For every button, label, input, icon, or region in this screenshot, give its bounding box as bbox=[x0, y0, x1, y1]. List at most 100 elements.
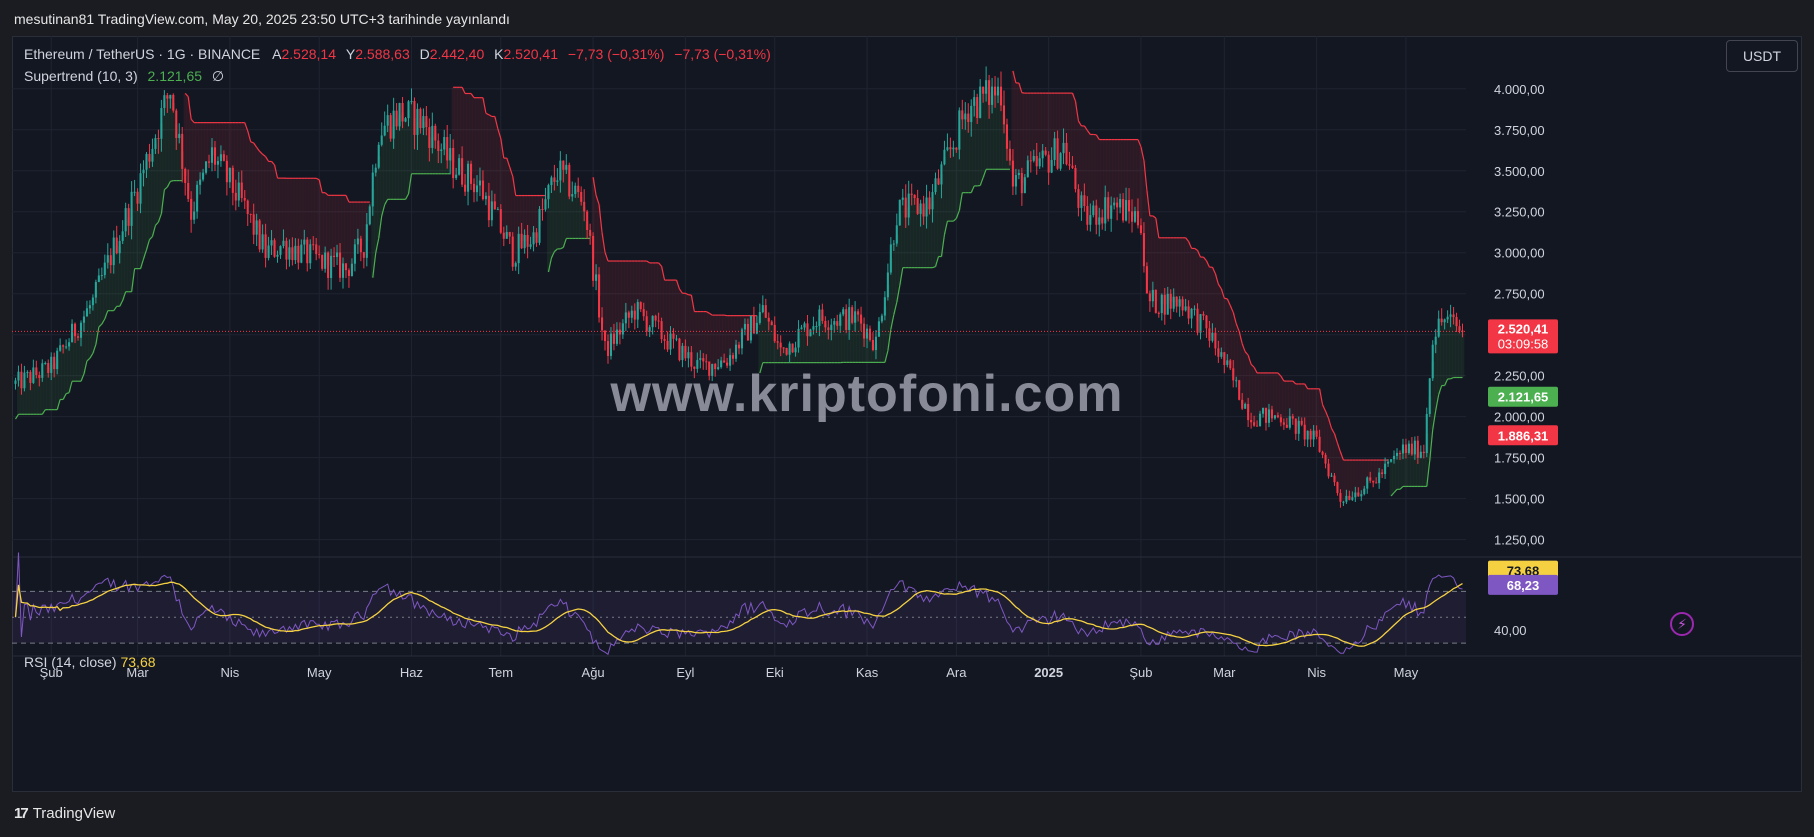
supertrend-fill bbox=[785, 351, 789, 363]
supertrend-segment bbox=[497, 128, 502, 139]
supertrend-fill bbox=[243, 122, 247, 200]
supertrend-fill bbox=[1118, 139, 1122, 204]
supertrend-segment bbox=[104, 310, 109, 320]
supertrend-segment bbox=[512, 176, 517, 196]
supertrend-fill bbox=[433, 133, 438, 174]
supertrend-fill bbox=[1139, 146, 1143, 230]
supertrend-fill bbox=[281, 178, 286, 244]
supertrend-fill bbox=[1014, 82, 1018, 181]
supertrend-fill bbox=[1154, 218, 1158, 302]
candle-body bbox=[982, 86, 985, 94]
candle-body bbox=[901, 197, 904, 200]
supertrend-segment bbox=[1322, 404, 1327, 412]
candle-body bbox=[1351, 497, 1354, 500]
candle-body bbox=[499, 209, 502, 233]
candle-body bbox=[812, 326, 815, 330]
symbol-title[interactable]: Ethereum / TetherUS · 1G · BINANCE bbox=[24, 46, 261, 62]
supertrend-fill bbox=[183, 93, 187, 176]
candle-body bbox=[1056, 138, 1059, 169]
candle-body bbox=[258, 220, 261, 250]
candle-body bbox=[341, 263, 345, 278]
candles bbox=[14, 66, 1464, 508]
supertrend-fill bbox=[127, 216, 131, 292]
publish-bar: mesutinan81 TradingView.com, May 20, 202… bbox=[0, 0, 1814, 36]
candle-body bbox=[788, 343, 791, 355]
supertrend-fill bbox=[987, 92, 991, 170]
supertrend-fill bbox=[630, 261, 634, 315]
candle-body bbox=[336, 252, 339, 258]
candle-body bbox=[1345, 495, 1348, 502]
candle-body bbox=[737, 344, 741, 349]
supertrend-fill bbox=[28, 377, 33, 415]
supertrend-segment bbox=[1137, 139, 1142, 148]
candle-body bbox=[68, 342, 71, 347]
candle-body bbox=[860, 314, 863, 324]
supertrend-fill bbox=[948, 148, 953, 222]
supertrend-segment bbox=[1071, 92, 1077, 102]
candle-body bbox=[526, 234, 529, 247]
supertrend-fill bbox=[800, 328, 804, 363]
tradingview-logo[interactable]: 17 TradingView bbox=[14, 805, 115, 822]
price-tick-label: 1.250,00 bbox=[1494, 533, 1545, 548]
supertrend-fill bbox=[1181, 237, 1185, 305]
candle-body bbox=[708, 361, 711, 376]
supertrend-segment bbox=[145, 239, 151, 250]
rsi-value: 73,68 bbox=[120, 654, 156, 670]
candle-body bbox=[1461, 330, 1464, 332]
rsi-pane: 40,00 bbox=[12, 552, 1527, 656]
supertrend-segment bbox=[955, 210, 960, 219]
supertrend-fill bbox=[567, 180, 572, 239]
candle-body bbox=[410, 101, 413, 103]
candle-body bbox=[1077, 189, 1080, 208]
candle-body bbox=[118, 240, 121, 254]
supertrend-fill bbox=[1237, 331, 1241, 391]
candle-body bbox=[202, 172, 205, 180]
candle-body bbox=[1178, 299, 1181, 307]
supertrend-segment bbox=[384, 199, 389, 206]
candle-body bbox=[14, 380, 17, 384]
candle-body bbox=[297, 245, 300, 263]
candle-body bbox=[246, 200, 249, 214]
supertrend-fill bbox=[407, 109, 411, 194]
candle-body bbox=[434, 125, 437, 141]
candle-body bbox=[592, 235, 595, 281]
supertrend-segment bbox=[1438, 385, 1443, 395]
supertrend-fill bbox=[329, 195, 333, 267]
supertrend-fill bbox=[278, 178, 283, 251]
currency-button[interactable]: USDT bbox=[1726, 40, 1798, 72]
supertrend-fill bbox=[615, 261, 619, 337]
candle-body bbox=[672, 333, 675, 339]
candle-body bbox=[1413, 440, 1416, 455]
candle-body bbox=[496, 209, 499, 211]
supertrend-down-badge: 1.886,31 bbox=[1488, 425, 1558, 446]
time-tick-label: May bbox=[1394, 665, 1419, 680]
candle-body bbox=[1327, 463, 1330, 477]
supertrend-segment bbox=[759, 362, 764, 374]
supertrend-segment bbox=[89, 352, 94, 359]
rsi-label[interactable]: RSI (14, close) bbox=[24, 654, 117, 670]
supertrend-segment bbox=[259, 150, 264, 155]
supertrend-fill bbox=[1115, 139, 1119, 206]
supertrend-fill bbox=[642, 261, 646, 313]
candle-body bbox=[41, 363, 44, 378]
candle-body bbox=[717, 367, 720, 370]
supertrend-segment bbox=[550, 251, 555, 259]
time-tick-label: May bbox=[307, 665, 332, 680]
candle-body bbox=[761, 305, 764, 313]
candle-body bbox=[222, 154, 225, 161]
chart-canvas[interactable]: 1.250,00 1.500,00 1.750,00 2.000,00 2.250,00… bbox=[12, 36, 1802, 792]
supertrend-fill bbox=[1213, 273, 1218, 341]
lightning-icon[interactable]: ⚡ bbox=[1670, 612, 1694, 636]
supertrend-fill bbox=[1267, 372, 1271, 417]
supertrend-label[interactable]: Supertrend (10, 3) bbox=[24, 68, 138, 84]
supertrend-segment bbox=[407, 173, 413, 194]
supertrend-down-badge-bg bbox=[1488, 425, 1558, 446]
supertrend-fill bbox=[1246, 355, 1250, 413]
supertrend-fill bbox=[484, 113, 488, 198]
candle-body bbox=[478, 180, 482, 186]
supertrend-fill bbox=[719, 315, 723, 364]
candle-body bbox=[729, 355, 732, 366]
candle-body bbox=[1458, 326, 1461, 331]
supertrend-fill bbox=[1255, 372, 1259, 426]
supertrend-fill bbox=[341, 195, 345, 271]
